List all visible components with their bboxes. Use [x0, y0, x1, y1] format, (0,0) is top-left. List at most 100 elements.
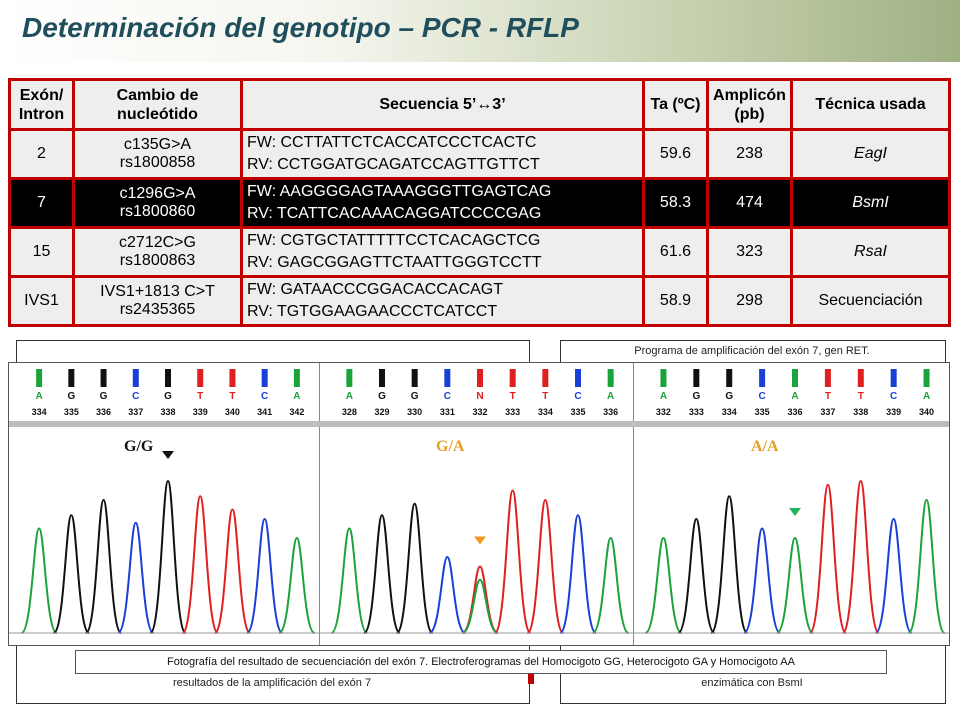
cell-ta: 59.6 — [642, 128, 709, 180]
trace-peak — [52, 514, 91, 634]
background-caption-right-top: Programa de amplificación del exón 7, ge… — [634, 345, 870, 357]
base-position: 337 — [820, 407, 835, 417]
base-position: 337 — [128, 407, 143, 417]
header-amplicon: Amplicón (pb) — [706, 78, 793, 131]
electropherogram-panel-ga: A 328 G 329 G 330 C 331 N 332 T 333 T 334 C 335 A 336 G/A — [319, 363, 634, 645]
base-letter: A — [791, 391, 798, 402]
base-letter: N — [476, 391, 483, 402]
base-marker — [509, 369, 516, 387]
genotyping-table: Exón/ Intron Cambio de nucleótido Secuen… — [8, 78, 951, 327]
trace-peak-secondary — [461, 578, 499, 634]
base-position: 341 — [257, 407, 272, 417]
base-position: 342 — [289, 407, 304, 417]
base-letter: G — [100, 391, 108, 402]
base-position: 332 — [656, 407, 671, 417]
electropherogram-panel-gg: A 334 G 335 G 336 C 337 G 338 T 339 T 340 C 341 A 342 G/G — [9, 363, 320, 645]
genotype-label: G/G — [124, 438, 154, 455]
base-letter: C — [444, 391, 451, 402]
table-row: 2 c135G>A rs1800858 FW: CCTTATTCTCACCATCC… — [8, 128, 951, 180]
table-row: IVS1 IVS1+1813 C>T rs2435365 FW: GATAACCC… — [8, 275, 951, 327]
trace-peak — [710, 495, 749, 634]
base-letter: A — [607, 391, 614, 402]
header-change: Cambio de nucleótido — [72, 78, 243, 131]
base-position: 328 — [342, 407, 357, 417]
cell-technique: Secuenciación — [790, 275, 951, 327]
base-letter: A — [660, 391, 667, 402]
panel-divider — [633, 421, 949, 427]
panel-svg: A 332 G 333 G 334 C 335 A 336 T 337 T 338 C 339 A 340 A/A — [633, 369, 949, 634]
panel-svg: A 328 G 329 G 330 C 331 N 332 T 333 T 334 C 335 A 336 G/A — [319, 369, 633, 634]
base-letter: T — [542, 391, 548, 402]
base-position: 333 — [689, 407, 704, 417]
slide-header: Determinación del genotipo – PCR - RFLP — [0, 0, 960, 62]
cell-sequence: FW: CGTGCTATTTTTCCTCACAGCTCG RV: GAGCGGAG… — [240, 226, 645, 278]
cell-technique: EagI — [790, 128, 951, 180]
base-position: 333 — [505, 407, 520, 417]
table-header-row: Exón/ Intron Cambio de nucleótido Secuen… — [8, 78, 951, 131]
base-letter: C — [574, 391, 581, 402]
base-position: 334 — [32, 407, 47, 417]
base-letter: C — [261, 391, 268, 402]
cell-ta: 61.6 — [642, 226, 709, 278]
trace-peak — [84, 498, 123, 634]
base-marker — [444, 369, 451, 387]
base-letter: A — [346, 391, 353, 402]
red-marker — [528, 670, 534, 684]
base-position: 339 — [193, 407, 208, 417]
cell-amplicon: 474 — [706, 177, 793, 229]
trace-peak — [461, 565, 499, 634]
trace-peak — [743, 527, 782, 634]
header-sequence: Secuencia 5’↔3’ — [240, 78, 645, 131]
trace-peak — [363, 514, 401, 634]
base-letter: A — [293, 391, 300, 402]
base-position: 335 — [755, 407, 770, 417]
trace-peak — [213, 508, 252, 634]
cell-change: c1296G>A rs1800860 — [72, 177, 243, 229]
base-position: 330 — [407, 407, 422, 417]
base-marker — [229, 369, 236, 387]
base-letter: G — [378, 391, 386, 402]
cell-technique: RsaI — [790, 226, 951, 278]
mutation-arrow — [474, 536, 486, 545]
trace-peak — [907, 498, 946, 634]
background-caption-right-bottom: enzimática con BsmI — [701, 677, 803, 689]
cell-exon: 15 — [8, 226, 75, 278]
base-position: 332 — [472, 407, 487, 417]
base-position: 335 — [64, 407, 79, 417]
table-row: 15 c2712C>G rs1800863 FW: CGTGCTATTTTTCCT… — [8, 226, 951, 278]
trace-peak — [330, 527, 369, 634]
cell-ta: 58.9 — [642, 275, 709, 327]
trace-peak — [395, 502, 434, 634]
base-letter: G — [164, 391, 172, 402]
base-letter: A — [923, 391, 930, 402]
trace-peak — [526, 498, 565, 634]
base-letter: T — [825, 391, 831, 402]
slide-title: Determinación del genotipo – PCR - RFLP — [22, 12, 579, 43]
base-marker — [693, 369, 700, 387]
base-position: 340 — [225, 407, 240, 417]
base-marker — [824, 369, 831, 387]
trace-peak — [493, 489, 532, 634]
genotype-label: A/A — [751, 438, 779, 455]
panel-divider — [9, 421, 319, 427]
base-letter: T — [510, 391, 516, 402]
base-marker — [68, 369, 75, 387]
header-exon: Exón/ Intron — [8, 78, 75, 131]
electropherogram-panel-aa: A 332 G 333 G 334 C 335 A 336 T 337 T 338 C 339 A 340 A/A — [633, 363, 949, 645]
cell-sequence: FW: CCTTATTCTCACCATCCCTCACTC RV: CCTGGATG… — [240, 128, 645, 180]
base-marker — [726, 369, 733, 387]
trace-peak — [874, 517, 913, 634]
trace-peak — [117, 521, 155, 634]
background-caption-left-bottom: resultados de la amplificación del exón … — [172, 677, 372, 689]
cell-exon: IVS1 — [8, 275, 75, 327]
base-marker — [100, 369, 107, 387]
cell-exon: 2 — [8, 128, 75, 180]
base-position: 340 — [919, 407, 934, 417]
trace-peak — [808, 483, 847, 634]
base-letter: C — [132, 391, 139, 402]
base-letter: G — [411, 391, 419, 402]
base-marker — [197, 369, 204, 387]
cell-technique: BsmI — [790, 177, 951, 229]
base-marker — [575, 369, 581, 387]
trace-peak — [559, 514, 597, 634]
